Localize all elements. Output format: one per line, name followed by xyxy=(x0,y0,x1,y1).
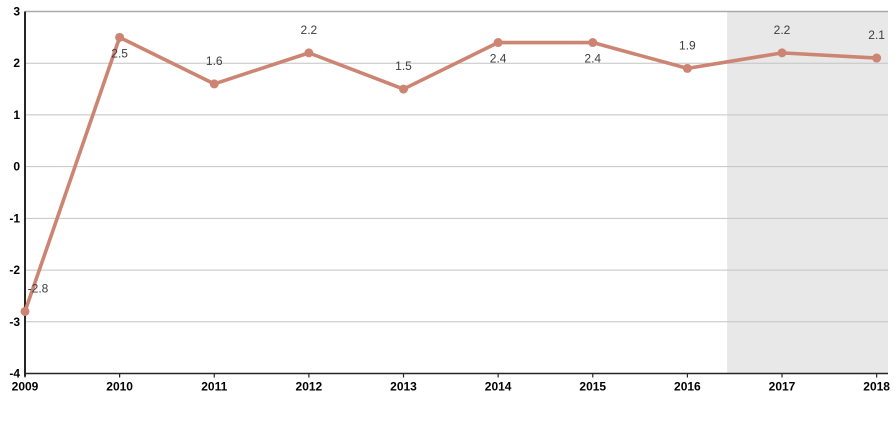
x-axis-tick-label: 2013 xyxy=(390,380,417,394)
y-axis-tick-label: 3 xyxy=(13,5,20,19)
data-point-marker xyxy=(399,84,409,94)
data-point-label: 1.6 xyxy=(206,54,223,68)
x-axis-tick-label: 2009 xyxy=(12,380,39,394)
data-point-label: 1.9 xyxy=(679,38,696,52)
data-point-marker xyxy=(20,306,30,316)
data-point-marker xyxy=(304,48,314,58)
series-line xyxy=(23,35,879,314)
y-axis-tick-label: 2 xyxy=(13,56,20,70)
data-point-marker xyxy=(777,48,787,58)
x-axis-tick-label: 2015 xyxy=(579,380,606,394)
data-point-label: 2.1 xyxy=(868,28,885,42)
data-point-label: 2.2 xyxy=(774,23,791,37)
x-axis-tick-label: 2017 xyxy=(769,380,796,394)
y-axis-tick-label: 0 xyxy=(13,160,20,174)
y-axis-tick-label: -4 xyxy=(9,367,20,381)
data-point-marker xyxy=(115,32,125,42)
x-axis-tick-label: 2018 xyxy=(863,380,890,394)
data-point-label: 2.4 xyxy=(584,52,601,66)
data-point-marker xyxy=(209,79,219,89)
data-point-label: -2.8 xyxy=(28,281,49,295)
data-point-label: 2.5 xyxy=(111,46,128,60)
data-point-marker xyxy=(493,38,503,48)
data-point-label: 1.5 xyxy=(395,59,412,73)
data-point-marker xyxy=(682,63,692,73)
x-axis-tick-label: 2012 xyxy=(296,380,323,394)
x-axis-tick-label: 2011 xyxy=(201,380,227,394)
x-axis-tick-label: 2016 xyxy=(674,380,701,394)
y-axis-tick-label: -1 xyxy=(9,211,20,225)
data-point-label: 2.2 xyxy=(301,23,318,37)
data-point-marker xyxy=(588,38,598,48)
forecast-shaded-region xyxy=(727,11,888,374)
data-point-marker xyxy=(872,53,882,63)
y-axis-tick-label: -2 xyxy=(9,263,20,277)
y-axis-tick-label: -3 xyxy=(9,315,20,329)
x-axis-tick-label: 2010 xyxy=(106,380,133,394)
y-axis-tick-label: 1 xyxy=(13,108,20,122)
x-axis-tick-label: 2014 xyxy=(485,380,512,394)
data-point-label: 2.4 xyxy=(490,52,507,66)
